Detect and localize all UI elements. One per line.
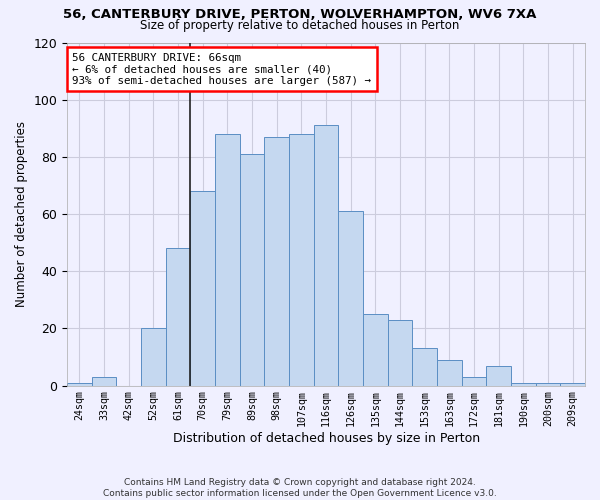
Text: 56 CANTERBURY DRIVE: 66sqm
← 6% of detached houses are smaller (40)
93% of semi-: 56 CANTERBURY DRIVE: 66sqm ← 6% of detac… <box>73 53 371 86</box>
Bar <box>67 382 92 386</box>
Bar <box>92 377 116 386</box>
Y-axis label: Number of detached properties: Number of detached properties <box>15 121 28 307</box>
Bar <box>240 154 265 386</box>
Bar <box>265 137 289 386</box>
Bar <box>412 348 437 386</box>
Bar <box>487 366 511 386</box>
Bar <box>338 211 363 386</box>
Bar <box>511 382 536 386</box>
Bar <box>388 320 412 386</box>
Bar <box>215 134 240 386</box>
Bar <box>363 314 388 386</box>
Bar <box>437 360 462 386</box>
Bar <box>314 126 338 386</box>
Bar <box>289 134 314 386</box>
Bar <box>560 382 585 386</box>
Bar <box>166 248 190 386</box>
Bar <box>536 382 560 386</box>
Text: Contains HM Land Registry data © Crown copyright and database right 2024.
Contai: Contains HM Land Registry data © Crown c… <box>103 478 497 498</box>
Bar <box>190 191 215 386</box>
Bar <box>141 328 166 386</box>
Text: 56, CANTERBURY DRIVE, PERTON, WOLVERHAMPTON, WV6 7XA: 56, CANTERBURY DRIVE, PERTON, WOLVERHAMP… <box>64 8 536 20</box>
Text: Size of property relative to detached houses in Perton: Size of property relative to detached ho… <box>140 18 460 32</box>
Bar <box>462 377 487 386</box>
X-axis label: Distribution of detached houses by size in Perton: Distribution of detached houses by size … <box>173 432 479 445</box>
